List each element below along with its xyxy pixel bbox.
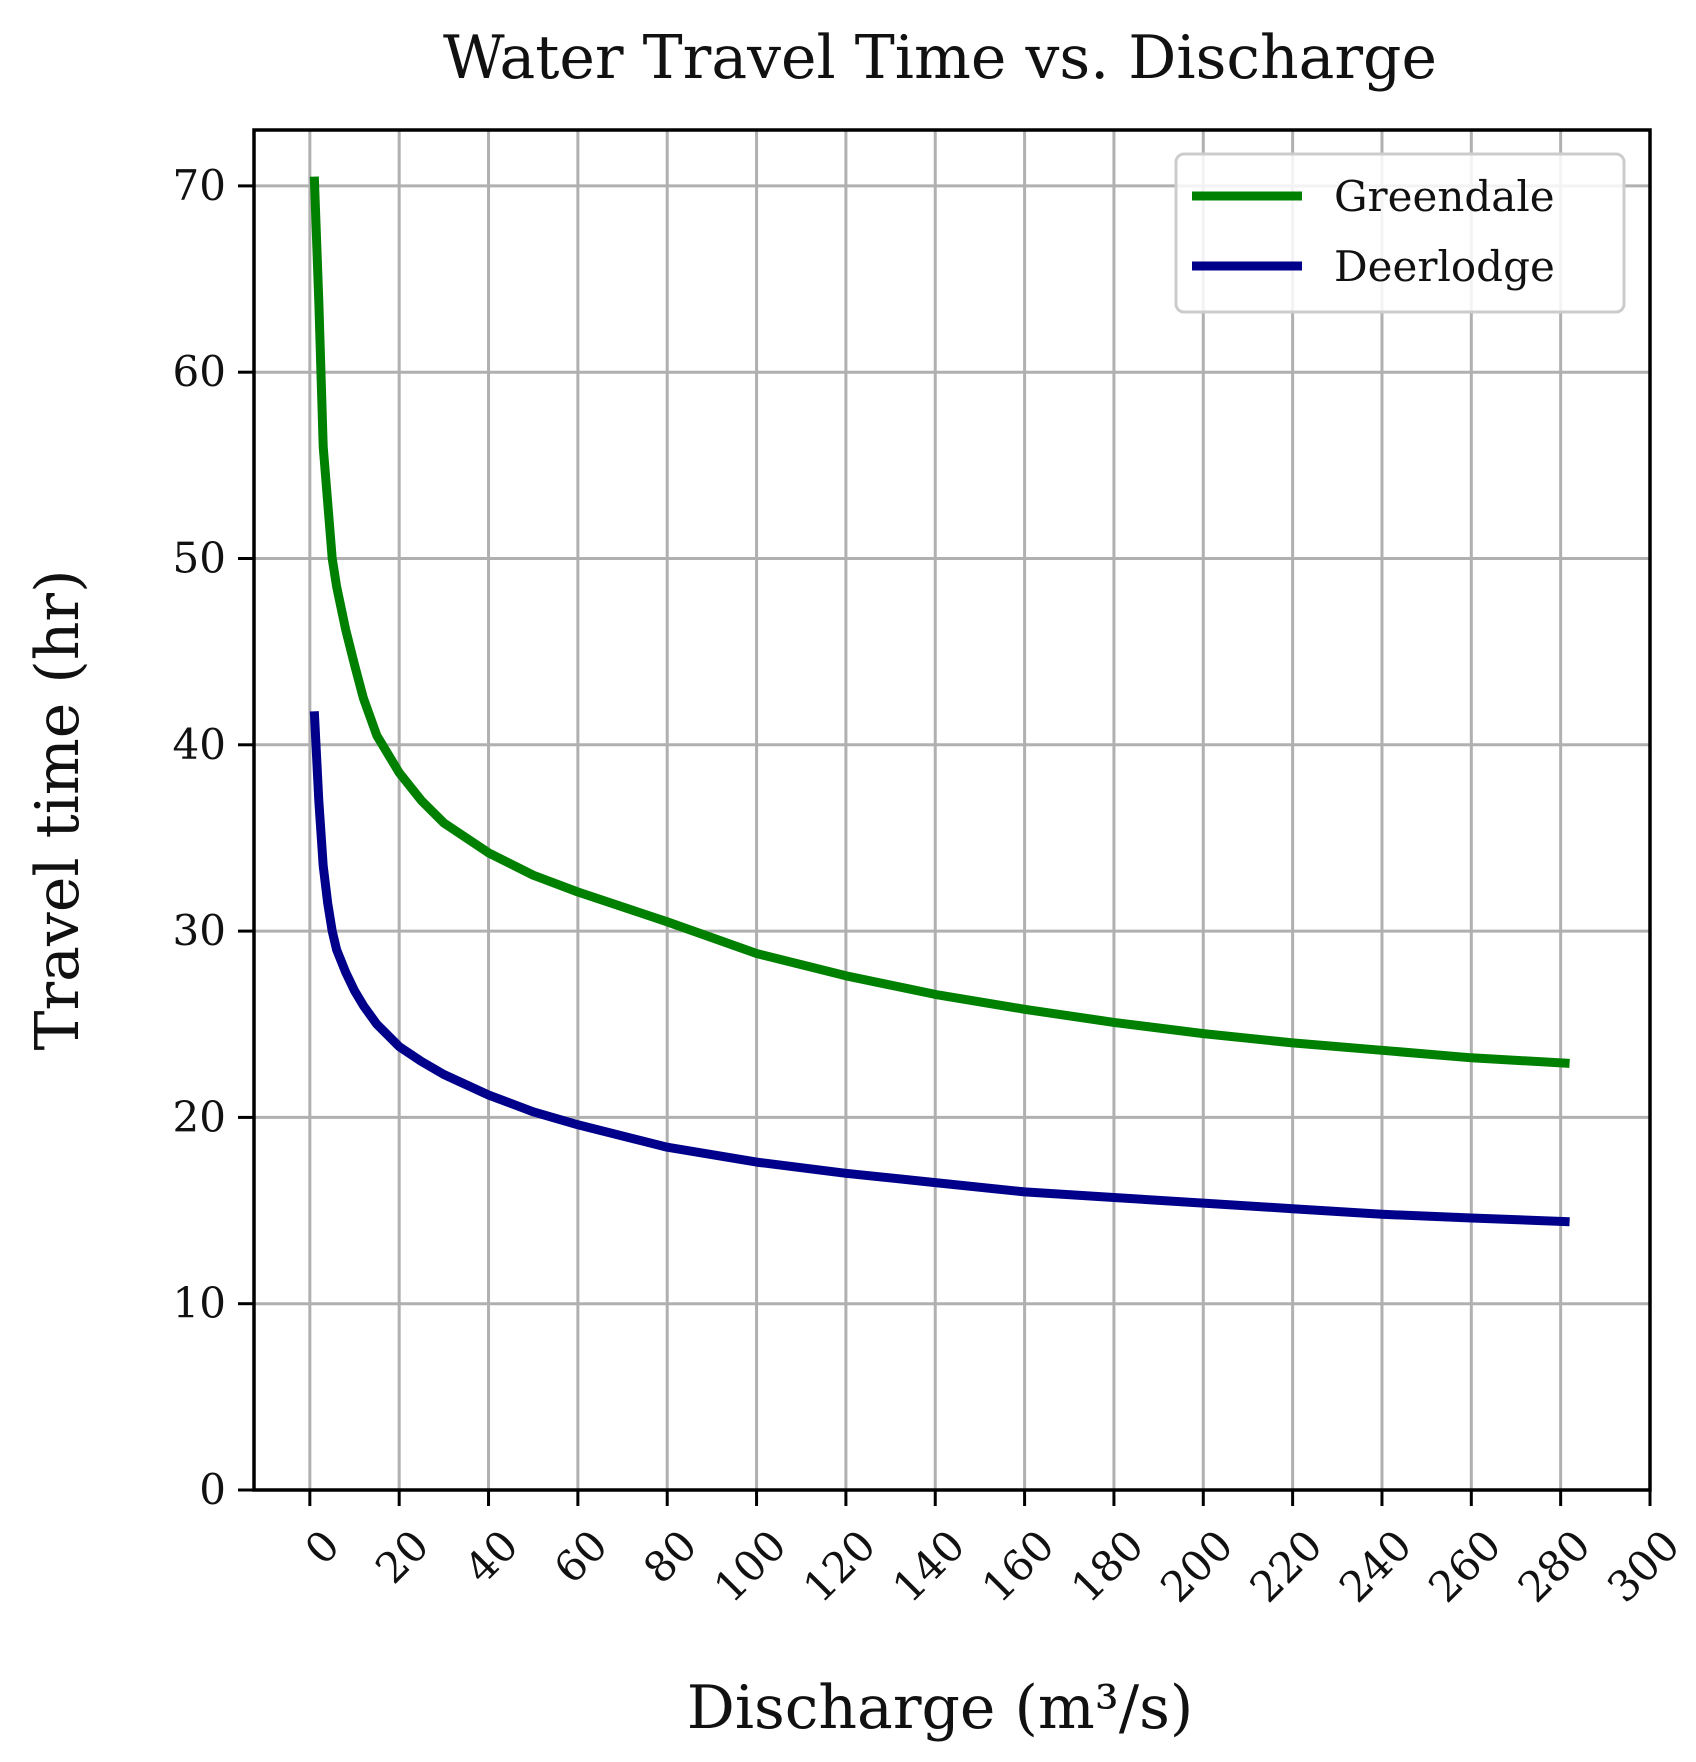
x-tick-label-11: 220	[1240, 1520, 1331, 1611]
y-tick-label-0: 0	[199, 1465, 226, 1514]
y-axis-label: Travel time (hr)	[23, 569, 93, 1050]
x-tick-label-8: 160	[972, 1520, 1063, 1611]
x-tick-label-5: 100	[704, 1520, 795, 1611]
x-tick-label-14: 280	[1508, 1520, 1599, 1611]
chart-title: Water Travel Time vs. Discharge	[443, 23, 1437, 93]
x-tick-label-2: 40	[455, 1520, 527, 1592]
x-tick-label-15: 300	[1598, 1520, 1689, 1611]
y-tick-label-6: 60	[173, 347, 226, 396]
x-tick-label-10: 200	[1151, 1520, 1242, 1611]
y-tick-label-3: 30	[173, 906, 226, 955]
y-tick-label-7: 70	[173, 161, 226, 210]
y-tick-label-4: 40	[173, 720, 226, 769]
x-tick-label-0: 0	[295, 1520, 349, 1574]
series-layer	[309, 176, 1570, 1227]
legend-label-0: Greendale	[1334, 172, 1555, 221]
legend-label-1: Deerlodge	[1334, 242, 1555, 291]
x-tick-label-4: 80	[634, 1520, 706, 1592]
x-tick-label-7: 140	[883, 1520, 974, 1611]
x-tick-label-1: 20	[366, 1520, 438, 1592]
x-tick-label-6: 120	[794, 1520, 885, 1611]
series-line-1	[309, 711, 1570, 1227]
grid-layer	[254, 130, 1652, 1492]
x-tick-label-3: 60	[545, 1520, 617, 1592]
series-line-0	[309, 176, 1570, 1068]
x-tick-label-12: 240	[1330, 1520, 1421, 1611]
y-tick-label-1: 10	[173, 1279, 226, 1328]
x-tick-label-13: 260	[1419, 1520, 1510, 1611]
x-tick-label-9: 180	[1062, 1520, 1153, 1611]
y-tick-label-5: 50	[173, 533, 226, 582]
x-axis-label: Discharge (m³/s)	[687, 1673, 1194, 1743]
y-tick-label-2: 20	[173, 1092, 226, 1141]
legend: Greendale Deerlodge	[1174, 152, 1626, 314]
plot-frame	[252, 128, 1652, 1492]
